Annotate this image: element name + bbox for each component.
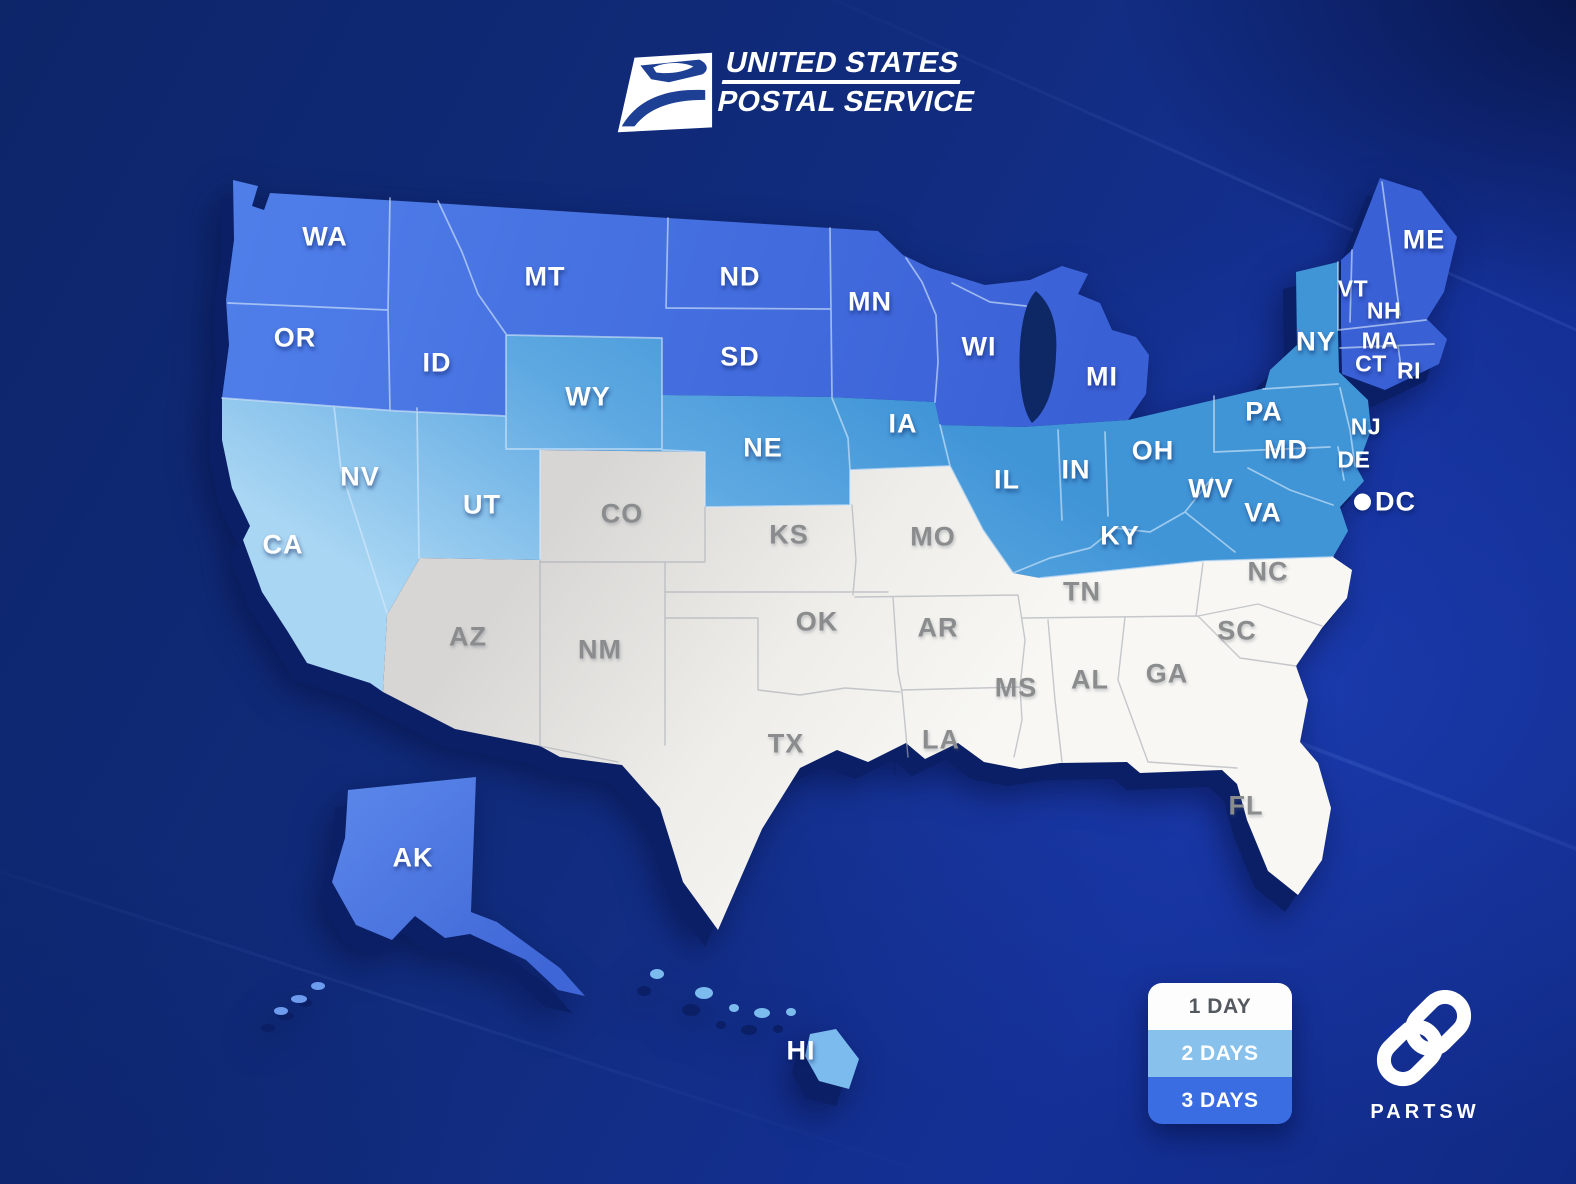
state-label-nd: ND bbox=[719, 261, 761, 292]
state-label-ny: NY bbox=[1296, 326, 1336, 357]
state-label-la: LA bbox=[922, 724, 960, 755]
state-label-nc: NC bbox=[1247, 556, 1289, 587]
aleutian-islands bbox=[274, 982, 325, 1015]
legend-row-2-days: 2 DAYS bbox=[1148, 1030, 1292, 1077]
zone-3-days-new-england-region bbox=[1341, 178, 1457, 390]
state-label-ma: MA bbox=[1361, 327, 1399, 354]
state-label-mi: MI bbox=[1086, 361, 1118, 392]
state-borders-gray bbox=[539, 504, 1323, 769]
state-label-mn: MN bbox=[848, 286, 892, 317]
state-label-tx: TX bbox=[767, 728, 805, 759]
state-label-wa: WA bbox=[302, 221, 348, 252]
legend-row-1-day: 1 DAY bbox=[1148, 983, 1292, 1030]
state-label-az: AZ bbox=[449, 621, 487, 652]
dc-marker-dot bbox=[1354, 493, 1371, 511]
state-label-nm: NM bbox=[578, 634, 622, 665]
state-label-ok: OK bbox=[795, 606, 839, 637]
state-label-dc: DC bbox=[1354, 487, 1416, 518]
state-label-hi: HI bbox=[786, 1035, 816, 1066]
usps-logo: UNITED STATES POSTAL SERVICE bbox=[608, 47, 979, 140]
state-label-oh: OH bbox=[1131, 435, 1175, 466]
state-label-ca: CA bbox=[262, 529, 304, 560]
state-label-ar: AR bbox=[917, 612, 959, 643]
state-label-sd: SD bbox=[720, 341, 760, 372]
zone-2-days-region bbox=[222, 262, 1371, 692]
state-label-ia: IA bbox=[888, 408, 918, 439]
state-label-ks: KS bbox=[769, 519, 809, 550]
state-label-tn: TN bbox=[1063, 576, 1101, 607]
state-borders-blue bbox=[221, 181, 1435, 614]
delivery-time-legend: 1 DAY 2 DAYS 3 DAYS bbox=[1148, 983, 1292, 1124]
state-label-pa: PA bbox=[1245, 396, 1283, 427]
hawaii-region bbox=[650, 969, 859, 1089]
usps-eagle-icon bbox=[617, 52, 713, 133]
partsw-chain-icon bbox=[1376, 989, 1472, 1087]
state-label-ak: AK bbox=[392, 842, 434, 873]
state-label-nj: NJ bbox=[1350, 413, 1382, 440]
state-label-ut: UT bbox=[463, 489, 501, 520]
state-label-mt: MT bbox=[524, 261, 566, 292]
state-label-co: CO bbox=[600, 498, 644, 529]
state-label-sc: SC bbox=[1217, 615, 1257, 646]
state-label-ga: GA bbox=[1145, 658, 1189, 689]
state-label-de: DE bbox=[1337, 446, 1371, 473]
state-label-vt: VT bbox=[1337, 275, 1369, 302]
state-label-me: ME bbox=[1402, 224, 1446, 255]
state-label-nh: NH bbox=[1366, 297, 1402, 324]
state-label-fl: FL bbox=[1228, 790, 1264, 821]
state-label-md: MD bbox=[1264, 434, 1308, 465]
state-label-il: IL bbox=[994, 464, 1020, 495]
state-label-ms: MS bbox=[994, 672, 1038, 703]
alaska-region bbox=[332, 777, 585, 996]
state-label-wv: WV bbox=[1188, 473, 1234, 504]
state-label-ri: RI bbox=[1397, 357, 1421, 384]
partsw-wordmark: PARTSW bbox=[1370, 1101, 1480, 1123]
state-label-wi: WI bbox=[961, 331, 997, 362]
state-label-wy: WY bbox=[565, 381, 611, 412]
state-label-ct: CT bbox=[1355, 350, 1387, 377]
lake-michigan bbox=[1019, 291, 1057, 423]
state-label-or: OR bbox=[273, 322, 317, 353]
state-label-id: ID bbox=[422, 347, 452, 378]
zone-3-days-west-region bbox=[222, 180, 1149, 427]
state-label-ky: KY bbox=[1100, 520, 1140, 551]
partsw-logo: PARTSW bbox=[1345, 989, 1505, 1124]
legend-row-3-days: 3 DAYS bbox=[1148, 1077, 1292, 1124]
state-label-mo: MO bbox=[910, 521, 956, 552]
state-label-in: IN bbox=[1061, 454, 1091, 485]
state-label-va: VA bbox=[1244, 497, 1282, 528]
state-label-nv: NV bbox=[340, 461, 380, 492]
state-label-al: AL bbox=[1071, 664, 1109, 695]
state-label-ne: NE bbox=[743, 432, 783, 463]
